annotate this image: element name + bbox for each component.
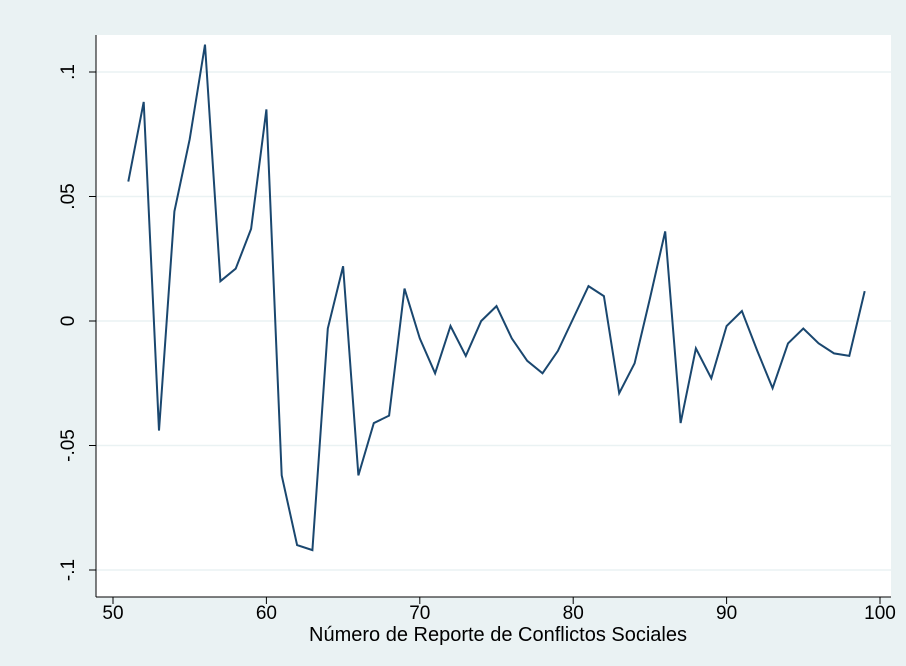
data-point <box>357 474 359 476</box>
data-point <box>204 44 206 46</box>
y-tick-label: .05 <box>58 183 79 209</box>
data-point <box>450 325 452 327</box>
y-tick-label: .1 <box>58 64 79 80</box>
axes: -.1 -.05 0 .05 .1 50 60 70 80 90 100 <box>58 35 896 624</box>
data-point <box>404 288 406 290</box>
x-tick-label: 80 <box>563 603 584 624</box>
data-point <box>434 372 436 374</box>
data-point <box>726 325 728 327</box>
data-point <box>802 328 804 330</box>
data-point <box>557 350 559 352</box>
data-point <box>572 318 574 320</box>
data-point <box>388 415 390 417</box>
data-point <box>772 387 774 389</box>
data-point <box>496 305 498 307</box>
data-point <box>634 362 636 364</box>
data-point <box>511 337 513 339</box>
data-point <box>250 228 252 230</box>
y-tick-label: 0 <box>58 316 79 327</box>
data-point <box>143 101 145 103</box>
x-tick-label: 50 <box>102 603 123 624</box>
x-tick-label: 100 <box>864 603 896 624</box>
data-point <box>741 310 743 312</box>
grid-lines <box>96 71 891 571</box>
data-point <box>618 392 620 394</box>
data-point <box>419 337 421 339</box>
data-point <box>664 230 666 232</box>
data-point <box>649 298 651 300</box>
data-point <box>542 372 544 374</box>
data-point <box>864 290 866 292</box>
series-layer <box>127 44 866 552</box>
data-point <box>848 355 850 357</box>
y-tick-label: -.05 <box>58 429 79 462</box>
data-point <box>787 342 789 344</box>
data-point <box>588 285 590 287</box>
data-point <box>833 352 835 354</box>
data-point <box>695 347 697 349</box>
x-tick-label: 60 <box>256 603 277 624</box>
data-point <box>158 430 160 432</box>
data-point <box>373 422 375 424</box>
data-point <box>603 295 605 297</box>
data-point <box>818 342 820 344</box>
data-point <box>265 108 267 110</box>
plot-area <box>96 35 891 597</box>
data-point <box>127 181 129 183</box>
data-point <box>465 355 467 357</box>
data-point <box>173 210 175 212</box>
x-axis-title: Número de Reporte de Conflictos Sociales <box>309 624 687 646</box>
data-point <box>756 350 758 352</box>
data-point <box>219 280 221 282</box>
x-tick-label: 90 <box>716 603 737 624</box>
y-tick-label: -.1 <box>58 559 79 581</box>
data-point <box>235 268 237 270</box>
series-line <box>127 44 866 552</box>
data-point <box>296 544 298 546</box>
data-point <box>680 422 682 424</box>
data-point <box>342 265 344 267</box>
data-point <box>710 377 712 379</box>
data-point <box>526 360 528 362</box>
data-point <box>281 474 283 476</box>
data-point <box>480 320 482 322</box>
data-point <box>189 138 191 140</box>
data-point <box>327 328 329 330</box>
x-tick-label: 70 <box>409 603 430 624</box>
data-point <box>311 549 313 551</box>
